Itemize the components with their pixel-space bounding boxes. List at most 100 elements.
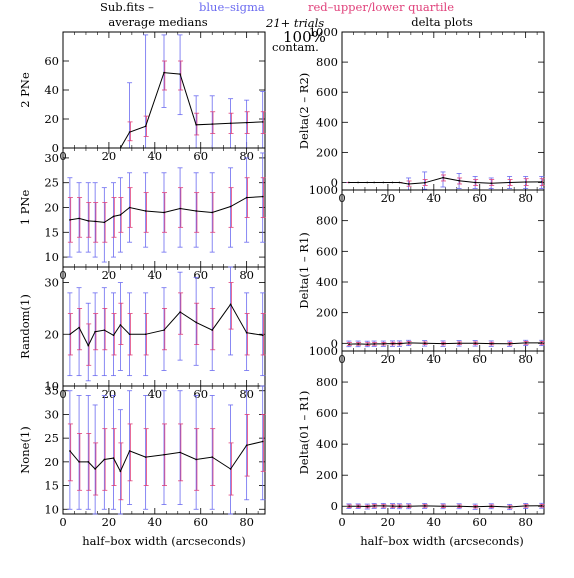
x-tick-label: 20	[102, 268, 117, 282]
median-point	[373, 181, 375, 184]
header-red-label: red–upper/lower quartile	[308, 0, 454, 14]
median-point	[211, 211, 214, 214]
median-point	[87, 220, 90, 222]
median-series-line	[348, 177, 542, 185]
median-series-line	[69, 303, 263, 347]
median-point	[211, 329, 214, 331]
median-point	[69, 333, 71, 336]
median-point	[382, 505, 385, 507]
x-tick-label: 40	[147, 515, 162, 529]
x-tick-label: 60	[472, 191, 487, 205]
x-tick-label: 60	[193, 515, 208, 529]
y-axis-label: Delta(1 – R1)	[297, 232, 311, 309]
median-point	[112, 215, 115, 218]
median-point	[366, 181, 369, 184]
median-point	[398, 505, 401, 508]
x-tick-label: 60	[193, 387, 208, 401]
median-point	[229, 122, 232, 125]
median-series-line	[348, 505, 542, 508]
median-point	[357, 181, 359, 184]
y-tick-label: 60	[44, 54, 59, 68]
x-tick-label: 80	[518, 515, 533, 529]
median-point	[112, 334, 115, 337]
y-tick-label: 0	[331, 336, 338, 350]
median-point	[540, 181, 543, 183]
median-point	[540, 342, 543, 344]
y-tick-label: 15	[44, 225, 59, 239]
median-point	[391, 505, 394, 507]
median-point	[87, 461, 90, 463]
x-tick-label: 40	[147, 149, 162, 163]
x-tick-label: 20	[102, 149, 117, 163]
median-point	[407, 342, 410, 344]
median-point	[245, 444, 248, 447]
median-point	[229, 205, 232, 208]
x-tick-label: 80	[239, 149, 254, 163]
median-point	[245, 331, 248, 334]
median-point	[144, 210, 147, 212]
y-tick-label: 200	[316, 306, 338, 320]
x-tick-label: 60	[193, 149, 208, 163]
median-point	[261, 334, 264, 337]
median-point	[103, 221, 106, 224]
median-point	[119, 214, 122, 216]
median-point	[524, 505, 527, 507]
y-tick-label: 400	[316, 275, 338, 289]
y-tick-label: 800	[316, 214, 338, 228]
median-point	[490, 182, 493, 185]
median-point	[211, 123, 214, 125]
y-tick-label: 10	[44, 502, 59, 516]
y-tick-label: 1000	[309, 183, 338, 197]
median-point	[163, 329, 165, 331]
median-point	[458, 342, 460, 345]
y-tick-label: 1000	[309, 25, 338, 39]
x-tick-label: 20	[381, 515, 396, 529]
x-tick-label: 40	[426, 191, 441, 205]
median-point	[474, 505, 476, 508]
y-tick-label: 600	[316, 406, 338, 420]
median-point	[398, 181, 401, 184]
header-file: Sub.fits –	[100, 0, 154, 14]
median-point	[94, 220, 96, 223]
y-tick-label: 0	[52, 141, 59, 155]
y-tick-label: 600	[316, 244, 338, 258]
y-tick-label: 800	[316, 375, 338, 389]
left-title: average medians	[108, 15, 207, 29]
x-tick-label: 40	[426, 515, 441, 529]
y-tick-label: 10	[44, 250, 59, 264]
y-tick-label: 200	[316, 145, 338, 159]
median-point	[442, 342, 444, 345]
median-point	[78, 461, 80, 463]
x-tick-label: 40	[147, 387, 162, 401]
median-point	[458, 505, 460, 508]
trials-label: 21+ trials	[265, 16, 324, 30]
x-tick-label: 40	[426, 352, 441, 366]
median-point	[373, 505, 375, 507]
median-point	[128, 333, 131, 336]
median-point	[524, 181, 527, 183]
median-point	[195, 321, 197, 324]
x-tick-label: 0	[59, 515, 66, 529]
y-tick-label: 400	[316, 115, 338, 129]
median-point	[103, 458, 106, 461]
median-point	[508, 181, 511, 184]
x-tick-label: 80	[239, 268, 254, 282]
median-point	[119, 470, 122, 473]
median-point	[211, 456, 214, 458]
y-tick-label: 20	[44, 455, 59, 469]
median-point	[442, 176, 444, 179]
y-tick-label: 0	[331, 175, 338, 189]
x-tick-label: 80	[518, 191, 533, 205]
y-tick-label: 200	[316, 468, 338, 482]
y-tick-label: 35	[44, 384, 59, 398]
median-point	[103, 329, 106, 331]
median-point	[144, 456, 147, 458]
median-point	[490, 505, 493, 508]
median-point	[508, 506, 511, 508]
median-point	[366, 505, 369, 508]
right-xlabel: half–box width (arcseconds)	[360, 534, 523, 548]
y-tick-label: 30	[44, 276, 59, 290]
median-point	[261, 121, 264, 123]
median-point	[382, 181, 385, 184]
